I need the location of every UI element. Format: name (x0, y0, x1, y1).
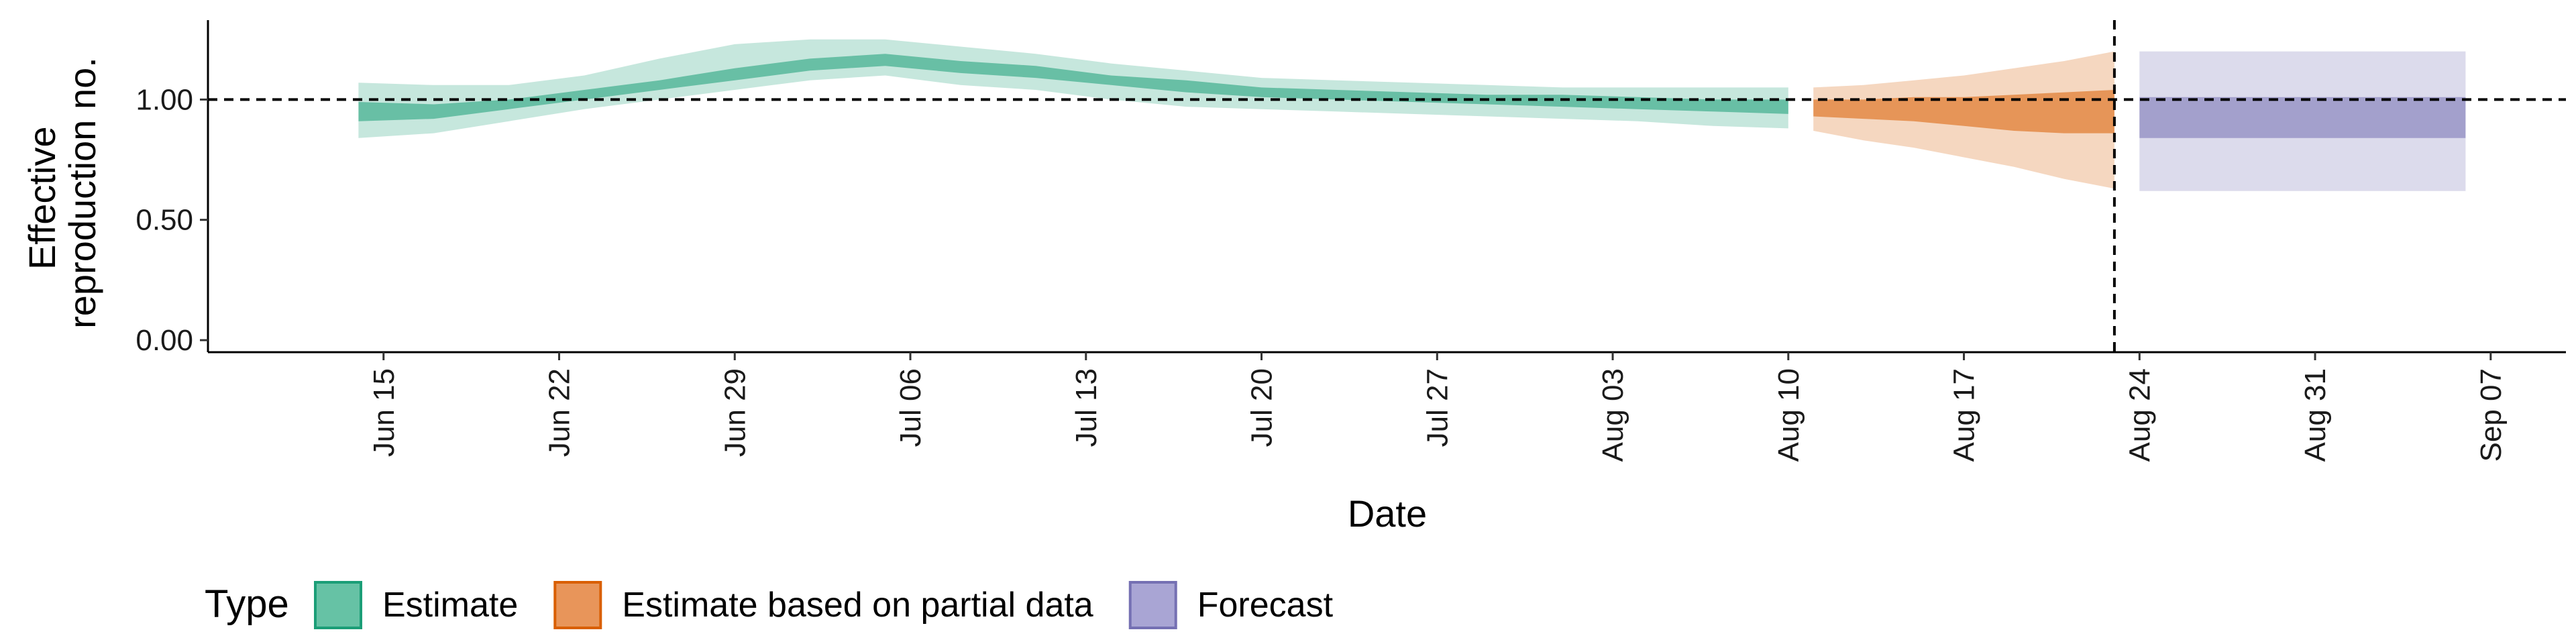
y-axis-title-line-1: Effective (21, 126, 63, 270)
bands-layer (358, 39, 2466, 191)
axes-layer: 0.00 0.50 1.00 Jun 15 Jun 22 Jun 29 Jul 06 Jul … (136, 20, 2566, 462)
x-tick-label: Aug 31 (2299, 368, 2332, 462)
band-90-estimate (358, 39, 1788, 138)
x-tick-label: Aug 17 (1948, 368, 1981, 462)
reference-lines (208, 20, 2566, 352)
x-tick-label: Aug 03 (1597, 368, 1629, 462)
y-axis-title-line-2: reproduction no. (61, 57, 103, 329)
y-tick-label: 0.00 (136, 324, 193, 357)
x-tick-label: Jul 13 (1070, 368, 1103, 447)
band-50-forecast (2139, 97, 2466, 138)
x-tick-label: Jul 06 (894, 368, 927, 447)
x-tick-label: Sep 07 (2475, 368, 2508, 462)
x-tick-label: Aug 10 (1772, 368, 1805, 462)
x-tick-label: Jun 15 (368, 368, 400, 457)
legend-label-forecast: Forecast (1197, 586, 1334, 625)
y-tick-label: 0.50 (136, 204, 193, 237)
y-axis-title: Effective reproduction no. (21, 57, 103, 329)
y-tick-label: 1.00 (136, 83, 193, 116)
band-50-estimate (358, 54, 1788, 121)
legend-label-estimate: Estimate (382, 586, 518, 625)
x-axis-title: Date (1348, 492, 1427, 535)
legend: Type Estimate Estimate based on partial d… (205, 581, 1334, 629)
legend-swatch-estimate (314, 581, 362, 629)
x-tick-label: Aug 24 (2123, 368, 2156, 462)
legend-swatch-forecast (1128, 581, 1177, 629)
legend-label-estimate-based-on-partial-data: Estimate based on partial data (622, 586, 1093, 625)
legend-title: Type (205, 582, 289, 626)
x-tick-label: Jun 22 (543, 368, 576, 457)
x-tick-label: Jul 20 (1246, 368, 1279, 447)
x-tick-label: Jul 27 (1421, 368, 1454, 447)
x-tick-label: Jun 29 (718, 368, 751, 457)
legend-swatch-estimate-based-on-partial-data (553, 581, 602, 629)
